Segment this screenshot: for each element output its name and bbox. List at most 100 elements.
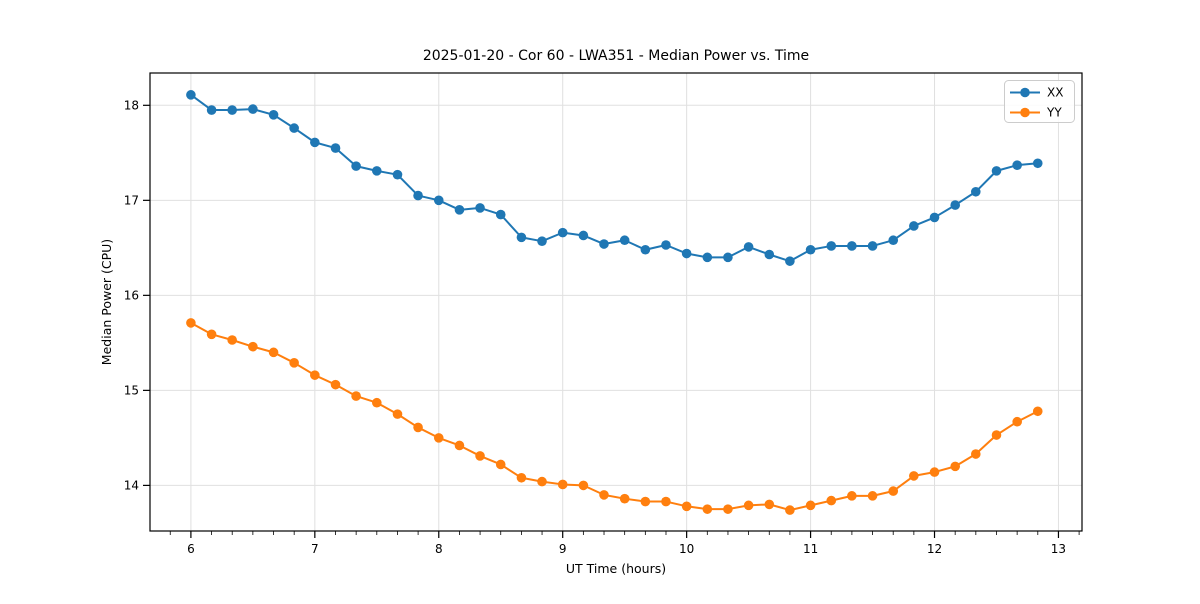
x-tick-label: 13: [1051, 542, 1066, 556]
data-point-xx: [248, 104, 258, 114]
data-point-xx: [1032, 158, 1043, 169]
data-point-yy: [289, 358, 299, 368]
data-point-xx: [661, 240, 671, 250]
data-point-xx: [991, 166, 1002, 176]
x-tick-label: 8: [435, 542, 443, 556]
grid-layer: [150, 73, 1082, 531]
data-point-xx: [227, 105, 237, 115]
data-point-yy: [475, 451, 485, 461]
data-point-xx: [764, 249, 775, 260]
data-point-xx: [640, 244, 651, 255]
data-point-yy: [1032, 406, 1043, 417]
data-point-yy: [599, 490, 609, 500]
legend: XX YY: [1004, 80, 1075, 123]
x-tick-label: 6: [187, 542, 195, 556]
data-point-xx: [454, 205, 465, 215]
series-layer: [186, 90, 1043, 515]
data-point-xx: [206, 105, 217, 115]
data-point-yy: [805, 500, 816, 511]
plot-border: [149, 72, 1083, 532]
data-point-xx: [805, 244, 816, 255]
x-tick-label: 7: [311, 542, 319, 556]
data-point-yy: [578, 480, 589, 491]
data-point-xx: [516, 232, 527, 243]
data-point-yy: [186, 318, 196, 328]
series-line-xx: [189, 93, 1039, 263]
axes-layer: 6 7 8 9 10 11 12 13 14 15 16 17 18: [124, 72, 1083, 556]
data-point-xx: [826, 241, 837, 251]
data-point-yy: [330, 379, 341, 390]
data-point-yy: [413, 422, 423, 433]
data-point-xx: [351, 161, 361, 171]
data-point-xx: [743, 242, 754, 252]
data-point-yy: [661, 496, 671, 507]
y-axis-label: Median Power (CPU): [99, 239, 114, 365]
data-point-yy: [537, 476, 547, 487]
chart-title: 2025-01-20 - Cor 60 - LWA351 - Median Po…: [423, 48, 809, 64]
data-point-yy: [929, 467, 940, 477]
data-point-xx: [929, 212, 940, 223]
legend-sample-marker-yy: [1020, 107, 1030, 118]
y-tick-label: 17: [124, 193, 139, 207]
data-point-xx: [330, 143, 341, 153]
y-tick-label: 16: [124, 288, 139, 302]
data-point-yy: [454, 440, 465, 451]
data-point-yy: [516, 472, 527, 483]
data-point-xx: [433, 195, 444, 206]
data-point-yy: [372, 397, 382, 408]
data-point-xx: [537, 236, 547, 246]
data-point-yy: [310, 370, 320, 380]
data-point-xx: [970, 186, 981, 197]
data-point-xx: [723, 252, 733, 263]
data-point-xx: [186, 90, 196, 100]
data-point-xx: [888, 235, 899, 246]
data-point-xx: [289, 123, 299, 133]
data-point-yy: [970, 449, 981, 459]
data-point-yy: [950, 461, 961, 472]
data-point-yy: [495, 459, 506, 470]
data-point-xx: [681, 248, 692, 259]
data-point-xx: [578, 230, 589, 241]
data-point-yy: [785, 505, 795, 515]
data-point-yy: [888, 486, 899, 496]
data-point-xx: [413, 190, 423, 201]
data-point-yy: [681, 501, 692, 512]
data-point-xx: [867, 241, 878, 251]
x-tick-label: 11: [803, 542, 818, 556]
data-point-xx: [599, 239, 609, 249]
series-line-yy: [189, 321, 1039, 512]
data-point-xx: [475, 203, 485, 213]
data-point-yy: [433, 433, 444, 443]
legend-label-yy: YY: [1046, 106, 1062, 120]
data-point-xx: [909, 221, 919, 231]
data-point-xx: [1012, 160, 1022, 170]
data-point-yy: [248, 341, 258, 352]
x-tick-label: 10: [679, 542, 694, 556]
data-point-yy: [847, 491, 857, 501]
data-point-yy: [392, 409, 403, 419]
data-point-xx: [495, 209, 506, 220]
data-point-xx: [268, 110, 279, 120]
data-point-xx: [372, 166, 382, 176]
y-tick-label: 15: [124, 383, 139, 397]
data-point-xx: [702, 252, 713, 263]
data-point-xx: [310, 137, 320, 148]
data-point-xx: [557, 227, 568, 238]
legend-sample-marker-xx: [1020, 87, 1030, 98]
y-tick-label: 14: [124, 478, 139, 492]
data-point-yy: [867, 491, 878, 501]
data-point-yy: [702, 504, 713, 514]
data-point-yy: [619, 493, 630, 504]
data-point-yy: [1012, 416, 1022, 427]
data-point-yy: [723, 504, 733, 514]
legend-label-xx: XX: [1047, 86, 1063, 100]
x-tick-label: 12: [927, 542, 942, 556]
data-point-yy: [227, 335, 237, 345]
data-point-yy: [826, 495, 837, 506]
data-point-yy: [206, 329, 217, 340]
data-point-yy: [909, 471, 919, 481]
data-point-yy: [640, 496, 651, 507]
data-point-yy: [743, 500, 754, 511]
